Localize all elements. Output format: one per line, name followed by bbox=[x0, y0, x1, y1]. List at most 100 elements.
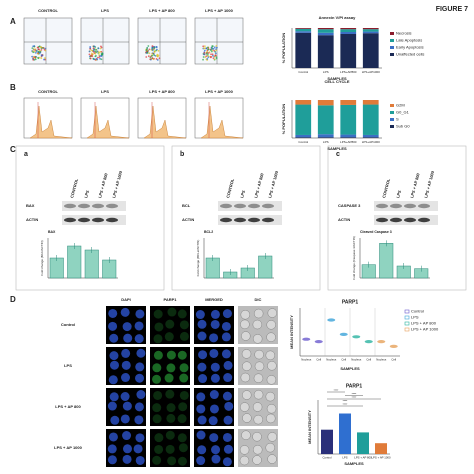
legend-swatch bbox=[390, 46, 394, 49]
panel-letter: D bbox=[10, 295, 16, 304]
cell bbox=[135, 362, 145, 372]
flow-dot bbox=[91, 53, 94, 56]
bar-segment bbox=[295, 31, 312, 33]
cell bbox=[121, 348, 131, 358]
cell bbox=[110, 415, 120, 425]
bar bbox=[339, 413, 351, 454]
column-label: PARP1 bbox=[163, 297, 177, 302]
cell bbox=[196, 404, 206, 414]
group-label: Cell bbox=[341, 358, 346, 362]
cell bbox=[121, 360, 131, 370]
group-label: Cell bbox=[391, 358, 396, 362]
cell bbox=[254, 349, 264, 360]
flow-dot bbox=[202, 58, 204, 61]
bar-segment bbox=[317, 28, 334, 30]
cell bbox=[265, 391, 276, 402]
x-tick-label: LPS+AP800 bbox=[340, 140, 357, 144]
blot-band bbox=[64, 217, 76, 223]
cell bbox=[242, 361, 252, 371]
cell bbox=[252, 432, 262, 442]
flow-dot bbox=[89, 48, 92, 50]
bar-segment bbox=[362, 29, 379, 32]
point-cloud bbox=[327, 318, 336, 322]
column-label: DAPI bbox=[121, 297, 131, 302]
flow-dot bbox=[43, 58, 45, 61]
group-label: Nucleus bbox=[301, 358, 312, 362]
flow-dot bbox=[151, 57, 154, 60]
micrograph bbox=[150, 429, 190, 467]
row-label: LPS bbox=[64, 363, 72, 368]
column-label: DIC bbox=[255, 297, 262, 302]
flow-dot bbox=[99, 55, 101, 57]
flow-dot bbox=[149, 58, 152, 61]
band-label: ACTIN bbox=[182, 217, 194, 222]
flow-dot bbox=[89, 46, 92, 48]
flow-dot bbox=[44, 57, 46, 59]
flow-dot bbox=[95, 49, 98, 51]
flow-dot bbox=[215, 56, 218, 59]
figure-label: FIGURE 7 bbox=[436, 6, 468, 13]
flow-dot bbox=[206, 46, 209, 49]
cell bbox=[154, 322, 164, 332]
cell bbox=[166, 350, 176, 360]
legend-swatch bbox=[390, 53, 394, 56]
sig-label: **** bbox=[334, 388, 340, 392]
legend-label: Necrosis bbox=[396, 31, 412, 36]
flow-dot bbox=[158, 57, 161, 60]
cell bbox=[108, 308, 118, 318]
cell bbox=[198, 374, 208, 384]
flow-dot bbox=[40, 54, 43, 57]
flow-dot bbox=[210, 50, 213, 53]
cell bbox=[135, 309, 145, 319]
flow-dot bbox=[211, 49, 214, 52]
cell bbox=[198, 350, 208, 360]
cell bbox=[120, 391, 130, 401]
cell bbox=[177, 350, 187, 360]
cell bbox=[152, 363, 162, 373]
y-axis-label: % POPULATION bbox=[281, 104, 286, 135]
flow-dot bbox=[92, 47, 95, 50]
legend-label: Sub G0 bbox=[396, 124, 410, 129]
legend-label: Late Apoptosis bbox=[396, 38, 422, 43]
lane-label: LPS bbox=[83, 189, 90, 198]
flow-dot bbox=[151, 54, 153, 57]
panel-frame bbox=[171, 145, 321, 291]
x-tick-label: LPS+AP1000 bbox=[362, 70, 380, 74]
panel-frame bbox=[15, 145, 165, 291]
cell bbox=[240, 310, 250, 320]
sig-label: **** bbox=[352, 395, 358, 399]
flow-dot bbox=[40, 49, 43, 51]
flow-dot bbox=[207, 48, 209, 51]
flow-dot bbox=[35, 50, 38, 52]
bar-segment bbox=[340, 29, 357, 32]
cell bbox=[197, 331, 207, 341]
bar-segment bbox=[317, 137, 334, 138]
flow-dot bbox=[146, 47, 149, 49]
cell bbox=[209, 348, 219, 358]
flow-dot bbox=[35, 51, 37, 54]
bar-segment bbox=[295, 28, 312, 29]
flow-dot bbox=[213, 49, 216, 52]
chart-title: CELL CYCLE bbox=[324, 79, 349, 84]
flow-title: CONTROL bbox=[38, 8, 58, 13]
flow-dot bbox=[34, 56, 37, 59]
cell bbox=[208, 416, 218, 426]
flow-dot bbox=[205, 47, 208, 50]
flow-dot bbox=[211, 45, 214, 48]
legend-swatch bbox=[404, 321, 410, 326]
sig-label: **** bbox=[343, 399, 349, 403]
blot-band bbox=[418, 203, 430, 209]
blot-band bbox=[390, 203, 402, 209]
cell bbox=[178, 402, 188, 412]
flow-dot bbox=[210, 53, 212, 56]
cell bbox=[135, 433, 145, 443]
flow-dot bbox=[99, 57, 101, 60]
histogram bbox=[86, 105, 130, 139]
cell bbox=[108, 321, 118, 331]
bar-segment bbox=[295, 32, 312, 68]
legend-swatch bbox=[390, 39, 394, 42]
cell bbox=[239, 402, 250, 412]
hist-title: LPS + AP 1000 bbox=[205, 89, 233, 94]
flow-dot bbox=[34, 49, 37, 52]
x-tick-label: Control bbox=[298, 70, 308, 74]
